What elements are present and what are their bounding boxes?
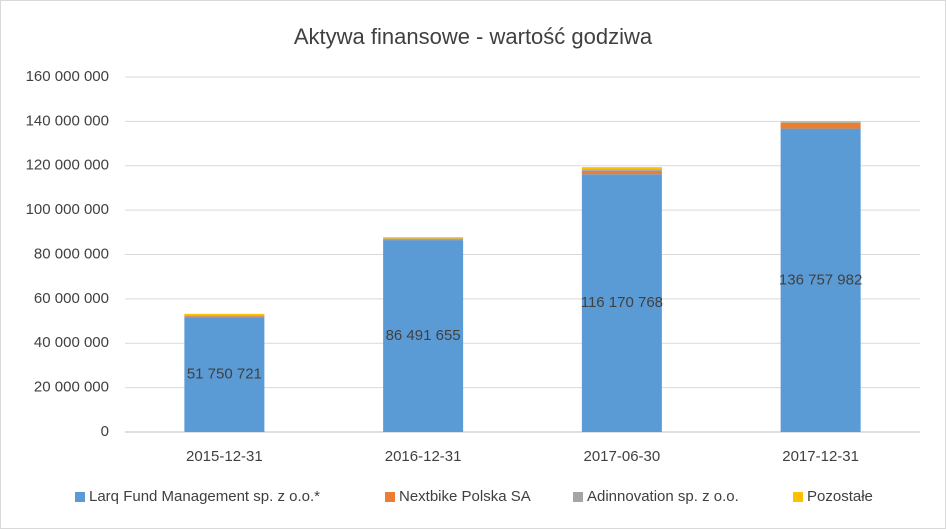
bar-segment bbox=[780, 121, 861, 123]
y-tick-label: 100 000 000 bbox=[26, 201, 109, 218]
x-tick-label: 2016-12-31 bbox=[385, 448, 462, 465]
chart-title: Aktywa finansowe - wartość godziwa bbox=[294, 24, 653, 49]
y-tick-label: 80 000 000 bbox=[34, 245, 109, 262]
bar-segment bbox=[184, 313, 265, 316]
bar-segment bbox=[184, 316, 265, 318]
legend-swatch bbox=[793, 492, 803, 502]
legend-swatch bbox=[385, 492, 395, 502]
legend-swatch bbox=[75, 492, 85, 502]
data-label: 51 750 721 bbox=[187, 366, 262, 383]
data-label: 136 757 982 bbox=[779, 271, 862, 288]
bar-segment bbox=[581, 169, 662, 171]
y-tick-label: 140 000 000 bbox=[26, 112, 109, 129]
bar-segment bbox=[383, 240, 464, 432]
bar-segment bbox=[581, 167, 662, 170]
y-tick-label: 60 000 000 bbox=[34, 290, 109, 307]
y-tick-label: 120 000 000 bbox=[26, 157, 109, 174]
y-tick-label: 40 000 000 bbox=[34, 334, 109, 351]
legend-label: Pozostałe bbox=[807, 488, 873, 505]
y-tick-label: 0 bbox=[101, 423, 109, 440]
x-tick-label: 2017-06-30 bbox=[584, 448, 661, 465]
bar-segment bbox=[581, 170, 662, 175]
x-tick-label: 2017-12-31 bbox=[782, 448, 859, 465]
x-tick-label: 2015-12-31 bbox=[186, 448, 263, 465]
bar-segment bbox=[383, 237, 464, 239]
legend-swatch bbox=[573, 492, 583, 502]
bar-segment bbox=[780, 122, 861, 124]
y-tick-label: 20 000 000 bbox=[34, 379, 109, 396]
legend-label: Adinnovation sp. z o.o. bbox=[587, 488, 739, 505]
data-label: 86 491 655 bbox=[386, 327, 461, 344]
bar-segment bbox=[184, 315, 265, 317]
bar-segment bbox=[780, 128, 861, 432]
bar-segment bbox=[383, 238, 464, 240]
legend-label: Nextbike Polska SA bbox=[399, 488, 531, 505]
bar-segment bbox=[383, 239, 464, 241]
bar-segment bbox=[581, 174, 662, 433]
y-tick-label: 160 000 000 bbox=[26, 68, 109, 85]
bar-segment bbox=[184, 317, 265, 432]
bar-segment bbox=[780, 123, 861, 129]
legend-label: Larq Fund Management sp. z o.o.* bbox=[89, 488, 320, 505]
data-label: 116 170 768 bbox=[581, 294, 663, 311]
